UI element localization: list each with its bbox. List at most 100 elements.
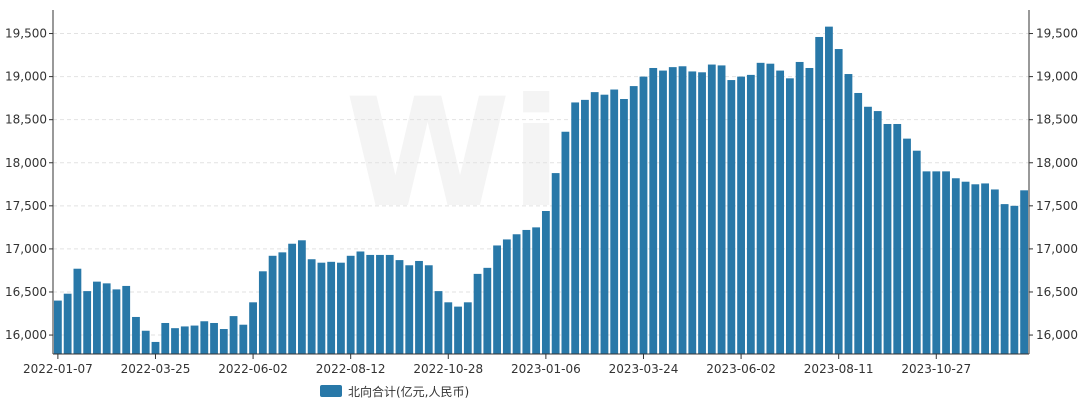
y-tick-label-left: 18,500 (5, 113, 47, 127)
watermark: Wi (345, 67, 562, 241)
bar (903, 138, 911, 354)
svg-text:Wi: Wi (345, 67, 562, 241)
bar (151, 341, 160, 354)
x-tick-label: 2022-01-07 (23, 362, 93, 376)
bar (990, 189, 999, 354)
bar (961, 181, 970, 354)
y-tick-label-right: 18,500 (1036, 113, 1078, 127)
bar (981, 183, 989, 354)
y-tick-label-left: 16,000 (5, 328, 47, 342)
bar (512, 234, 521, 354)
bar (639, 76, 648, 355)
bar (834, 49, 843, 354)
x-tick-label: 2022-10-28 (413, 362, 483, 376)
x-tick-label: 2023-08-11 (804, 362, 874, 376)
y-tick-label-left: 16,500 (5, 285, 47, 299)
bar (561, 131, 570, 354)
bar (346, 255, 355, 354)
bar (454, 306, 462, 354)
bar (844, 74, 853, 354)
bar (873, 111, 882, 354)
bar (395, 260, 404, 354)
y-tick-label-left: 17,000 (5, 242, 47, 256)
y-tick-label-right: 18,000 (1036, 156, 1078, 170)
bar (864, 106, 872, 354)
bar (541, 211, 550, 354)
bar (210, 322, 218, 354)
bar (951, 178, 960, 354)
legend: 北向合计(亿元,人民币) (320, 383, 469, 399)
bar (200, 321, 209, 354)
legend-label: 北向合计(亿元,人民币) (348, 384, 470, 399)
y-tick-label-left: 19,500 (5, 27, 47, 41)
y-tick-label-right: 19,500 (1036, 27, 1078, 41)
bar (805, 67, 814, 355)
y-tick-label-right: 16,500 (1036, 285, 1078, 299)
bar (102, 283, 111, 354)
bar (190, 325, 199, 354)
bar (883, 123, 892, 355)
x-tick-label: 2023-10-27 (901, 362, 971, 376)
bar (73, 268, 82, 354)
bar (766, 63, 775, 354)
bar (737, 76, 745, 355)
bar (532, 227, 541, 354)
bar (688, 71, 697, 354)
bar (258, 271, 267, 354)
y-tick-label-left: 19,000 (5, 70, 47, 84)
x-tick-label: 2022-06-02 (218, 362, 288, 376)
bar (678, 66, 687, 355)
bar (93, 281, 101, 354)
bar (171, 328, 179, 354)
bar (590, 92, 599, 355)
bar (727, 80, 736, 354)
y-tick-label-right: 16,000 (1036, 328, 1078, 342)
x-axis: 2022-01-07 2022-03-25 2022-06-02 2022-08-12… (23, 362, 971, 376)
y-tick-label-right: 17,000 (1036, 242, 1078, 256)
bar (717, 65, 726, 354)
bar (1000, 204, 1009, 354)
bar (581, 99, 589, 355)
bar (932, 171, 941, 354)
x-tick-label: 2023-06-02 (706, 362, 776, 376)
bar (668, 67, 677, 354)
bar (385, 254, 394, 354)
bar (610, 89, 619, 354)
bar (415, 260, 423, 354)
bar (922, 171, 931, 354)
bar (366, 254, 375, 354)
bar (444, 302, 453, 354)
bar (522, 229, 531, 354)
bar (83, 291, 92, 354)
bar (327, 261, 336, 354)
bar (132, 316, 140, 354)
bar (239, 324, 248, 354)
bar (854, 92, 863, 354)
bar (942, 171, 950, 354)
x-tick-label: 2022-08-12 (316, 362, 386, 376)
bar (971, 184, 980, 354)
bar (483, 267, 492, 354)
bar (249, 302, 257, 354)
y-axis-left: 16,000 16,500 17,000 17,500 18,000 18,500 19,0… (5, 27, 47, 343)
y-tick-label-right: 17,500 (1036, 199, 1078, 213)
bar (180, 326, 189, 354)
bar (825, 26, 833, 354)
bar (317, 262, 326, 354)
bar (424, 265, 433, 354)
bar (307, 259, 316, 354)
bar (268, 255, 277, 354)
bar (620, 99, 628, 354)
y-tick-label-left: 18,000 (5, 156, 47, 170)
y-axis-right: 16,000 16,500 17,000 17,500 18,000 18,500 19,0… (1036, 27, 1078, 343)
bar (219, 329, 228, 354)
bar (376, 254, 384, 354)
bar (502, 239, 511, 354)
bar (1010, 205, 1019, 354)
y-tick-label-right: 19,000 (1036, 70, 1078, 84)
bar (493, 245, 501, 354)
x-tick-label: 2023-03-24 (609, 362, 679, 376)
bar (649, 67, 658, 355)
bar (785, 78, 794, 354)
x-tick-label: 2023-01-06 (511, 362, 581, 376)
